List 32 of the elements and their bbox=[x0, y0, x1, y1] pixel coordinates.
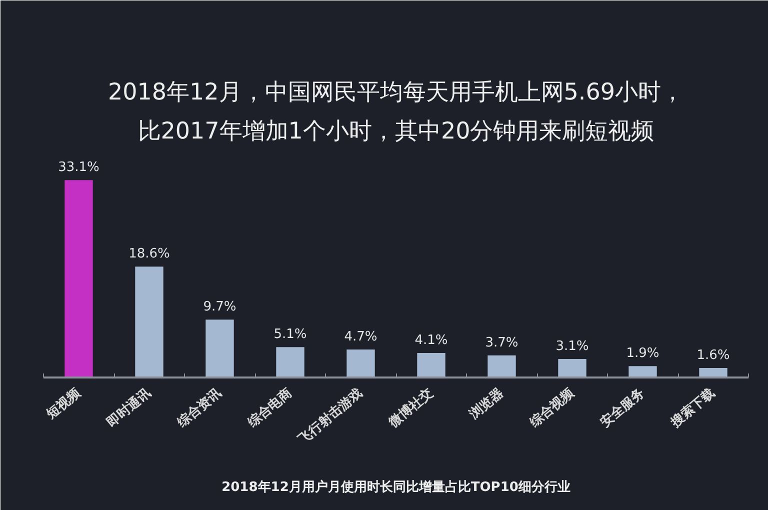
bar bbox=[276, 347, 304, 378]
x-tick-label: 安全服务 bbox=[597, 384, 648, 431]
data-label: 3.7% bbox=[485, 335, 518, 350]
bar bbox=[64, 180, 93, 378]
x-tick-label: 综合电商 bbox=[244, 384, 296, 432]
data-label: 3.1% bbox=[556, 339, 589, 354]
x-tick-label: 微博社交 bbox=[385, 384, 436, 432]
x-tick-label: 浏览器 bbox=[466, 384, 507, 423]
x-tick-label: 短视频 bbox=[42, 384, 84, 423]
data-label: 18.6% bbox=[128, 246, 170, 262]
bar bbox=[699, 368, 728, 378]
x-tick-label: 综合资讯 bbox=[174, 384, 225, 432]
x-tick-label: 综合视频 bbox=[526, 384, 578, 432]
bar bbox=[346, 349, 375, 378]
bar bbox=[206, 320, 234, 378]
data-label: 4.1% bbox=[414, 333, 448, 348]
data-label: 1.6% bbox=[696, 348, 730, 363]
bar bbox=[135, 266, 164, 378]
x-tick-label: 即时通讯 bbox=[104, 384, 154, 431]
bar bbox=[558, 359, 586, 378]
bar bbox=[417, 353, 446, 378]
data-label: 4.7% bbox=[344, 329, 378, 344]
x-tick-label: 飞行射击游戏 bbox=[295, 386, 366, 448]
data-label: 5.1% bbox=[274, 327, 307, 342]
data-label: 1.9% bbox=[626, 346, 660, 362]
data-label: 33.1% bbox=[58, 160, 100, 176]
x-tick-label: 搜索下载 bbox=[667, 384, 718, 432]
bar bbox=[628, 366, 657, 378]
bar bbox=[488, 355, 516, 378]
x-axis-title: 2018年12月用户月使用时长同比增量占比TOP10细分行业 bbox=[222, 479, 570, 496]
data-label: 9.7% bbox=[203, 300, 236, 315]
chart-title: 2018年12月，中国网民平均每天用手机上网5.69小时，比2017年增加1个小时，其中20分钟用来刷短视频 bbox=[108, 80, 684, 144]
